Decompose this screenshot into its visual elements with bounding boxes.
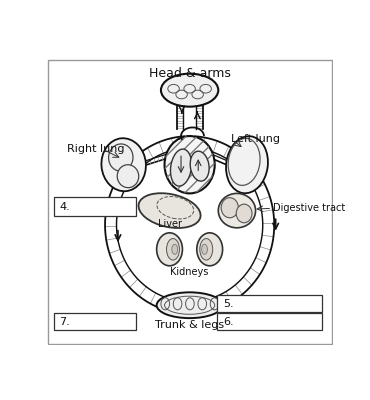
Text: Digestive tract: Digestive tract	[273, 203, 345, 213]
Ellipse shape	[190, 151, 209, 181]
Text: 6.: 6.	[223, 317, 233, 327]
Ellipse shape	[157, 233, 182, 266]
Ellipse shape	[161, 74, 218, 107]
Ellipse shape	[171, 149, 192, 186]
FancyBboxPatch shape	[48, 60, 332, 344]
Text: Right lung: Right lung	[67, 144, 124, 154]
Ellipse shape	[166, 238, 179, 260]
FancyBboxPatch shape	[218, 313, 322, 330]
Polygon shape	[105, 136, 185, 314]
Polygon shape	[194, 136, 274, 314]
Ellipse shape	[172, 244, 178, 254]
Ellipse shape	[165, 136, 215, 193]
Ellipse shape	[101, 138, 146, 191]
Ellipse shape	[117, 165, 139, 188]
Text: Left lung: Left lung	[231, 134, 280, 144]
Text: 7.: 7.	[60, 317, 70, 327]
Text: Head & arms: Head & arms	[149, 67, 231, 80]
Ellipse shape	[138, 193, 201, 228]
FancyBboxPatch shape	[218, 295, 322, 312]
Ellipse shape	[221, 198, 238, 218]
Text: 4.: 4.	[60, 202, 70, 212]
FancyBboxPatch shape	[54, 313, 136, 330]
Text: Liver: Liver	[158, 219, 182, 229]
Ellipse shape	[202, 244, 208, 254]
FancyBboxPatch shape	[54, 198, 136, 216]
Ellipse shape	[200, 238, 213, 260]
Ellipse shape	[218, 193, 256, 228]
Ellipse shape	[157, 292, 223, 318]
Text: Trunk & legs: Trunk & legs	[155, 320, 224, 330]
Ellipse shape	[109, 144, 133, 171]
Text: 5.: 5.	[223, 299, 233, 309]
Ellipse shape	[236, 204, 252, 223]
Text: Kidneys: Kidneys	[171, 266, 209, 276]
Ellipse shape	[226, 136, 268, 193]
Ellipse shape	[197, 233, 223, 266]
